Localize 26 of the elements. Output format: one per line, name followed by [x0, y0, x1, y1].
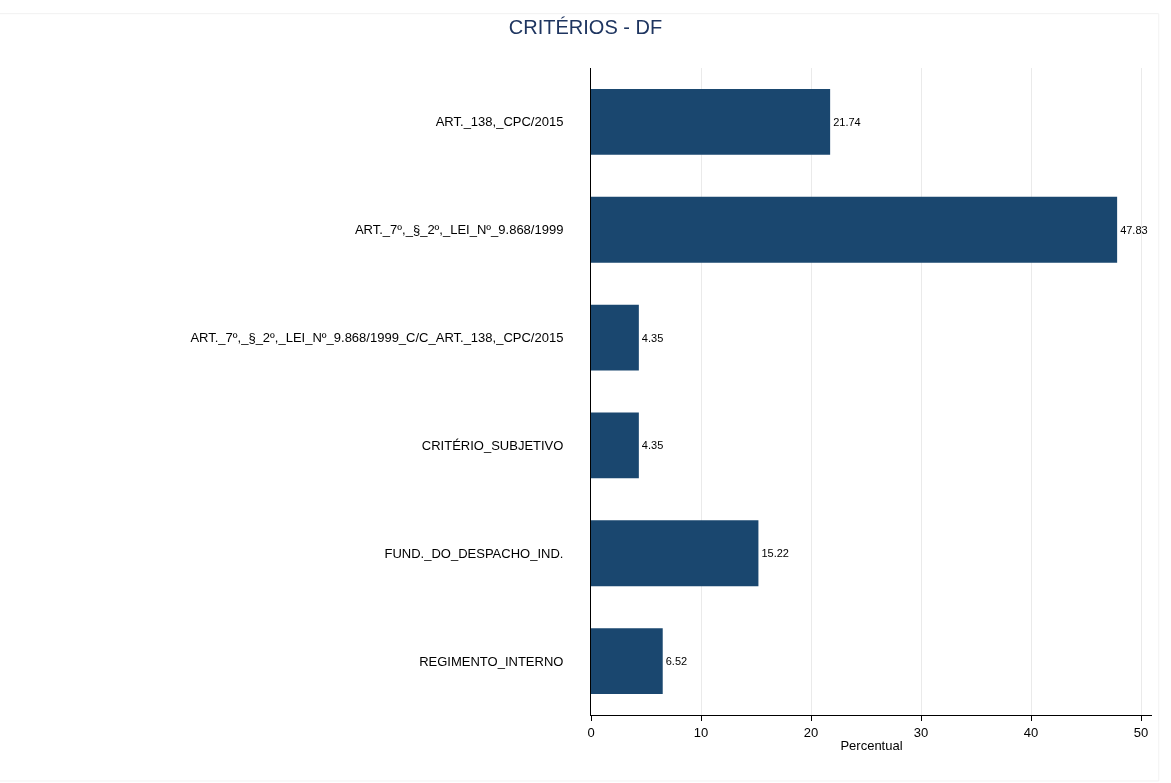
chart-title: CRITÉRIOS - DF [508, 15, 663, 38]
bar [591, 196, 1118, 263]
y-tick-label: REGIMENTO_INTERNO [419, 653, 564, 669]
bar [591, 304, 639, 371]
x-axis-title: Percentual [840, 738, 903, 754]
x-tick-label: 20 [803, 724, 819, 740]
bar [591, 628, 663, 694]
data-label: 4.35 [641, 439, 664, 452]
y-tick-label: FUND._DO_DESPACHO_IND. [384, 545, 564, 561]
data-label: 15.22 [761, 547, 789, 560]
bar [591, 89, 831, 155]
bar [591, 520, 759, 587]
y-tick-label: ART._7º,_§_2º,_LEI_Nº_9.868/1999 [354, 222, 564, 238]
x-tick-label: 10 [693, 724, 709, 740]
data-label: 6.52 [665, 655, 688, 668]
x-tick-label: 40 [1023, 724, 1039, 740]
x-tick-label: 0 [587, 724, 595, 740]
x-tick-label: 50 [1133, 724, 1149, 740]
data-label: 47.83 [1120, 223, 1148, 236]
data-label: 4.35 [641, 331, 664, 344]
bar [591, 412, 639, 479]
y-tick-label: ART._7º,_§_2º,_LEI_Nº_9.868/1999_C/C_ART._138,_CPC/2015 [190, 330, 564, 346]
y-tick-label: ART._138,_CPC/2015 [435, 114, 564, 130]
x-tick-label: 30 [913, 724, 929, 740]
y-tick-label: CRITÉRIO_SUBJETIVO [421, 437, 564, 453]
data-label: 21.74 [833, 115, 861, 128]
